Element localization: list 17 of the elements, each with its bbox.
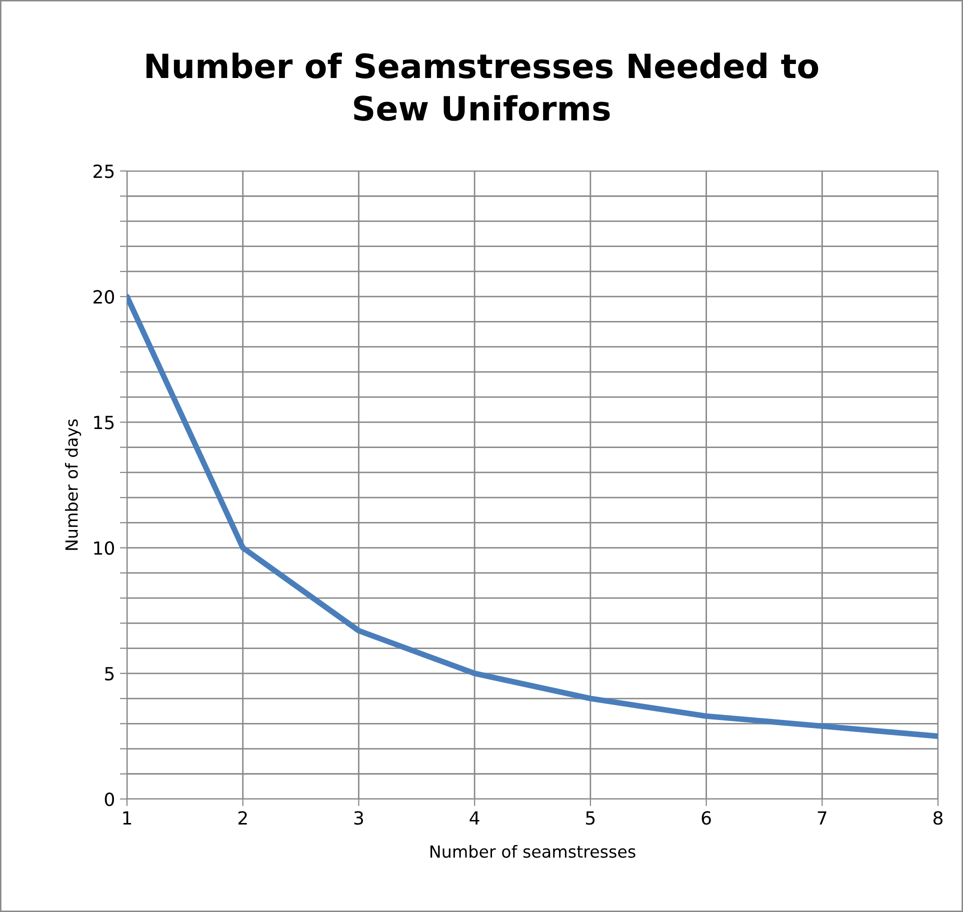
x-tick-label: 7 xyxy=(818,811,826,825)
x-tick-label: 3 xyxy=(354,811,364,825)
y-axis-title: Number of days xyxy=(64,419,82,550)
y-tick-label: 10 xyxy=(94,541,114,555)
chart-title: Number of Seamstresses Needed to Sew Uniforms xyxy=(146,52,818,121)
x-tick-label: 4 xyxy=(470,811,480,825)
y-tick-label: 0 xyxy=(104,792,114,806)
x-tick-label: 1 xyxy=(123,811,132,825)
y-tick-label: 5 xyxy=(105,667,114,681)
y-tick-label: 15 xyxy=(94,416,114,430)
x-tick-label: 6 xyxy=(702,811,711,825)
x-axis-title: Number of seamstresses xyxy=(430,844,636,858)
x-tick-label: 5 xyxy=(586,811,595,825)
y-tick-label: 25 xyxy=(94,164,114,178)
x-tick-label: 8 xyxy=(933,811,943,825)
y-tick-label: 20 xyxy=(94,290,114,304)
x-tick-label: 2 xyxy=(238,811,247,825)
